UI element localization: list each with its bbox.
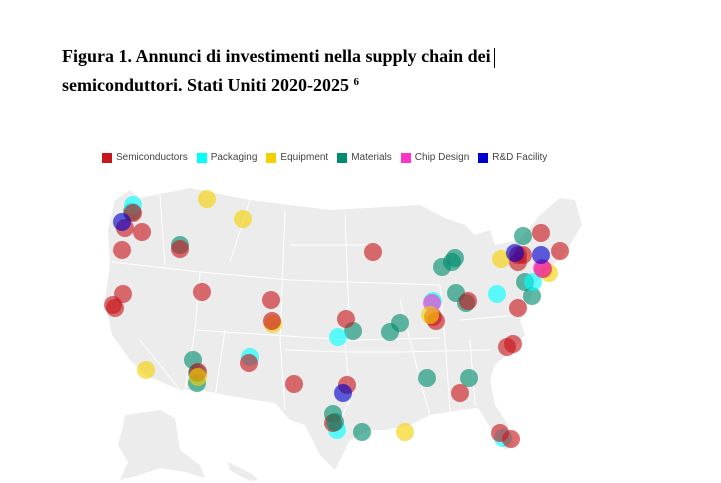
marker-semiconductors: [263, 312, 281, 330]
legend-item-chip-design: Chip Design: [400, 152, 470, 163]
marker-materials: [326, 413, 344, 431]
legend-item-packaging: Packaging: [196, 152, 258, 163]
marker-materials: [514, 227, 532, 245]
legend-label: R&D Facility: [492, 152, 548, 163]
marker-equipment: [396, 423, 414, 441]
legend-swatch: [196, 152, 207, 163]
legend-item-rd-facility: R&D Facility: [478, 152, 547, 163]
marker-equipment: [198, 190, 216, 208]
marker-materials: [460, 369, 478, 387]
marker-semiconductors: [171, 240, 189, 258]
marker-semiconductors: [509, 299, 527, 317]
investment-markers: [104, 190, 569, 448]
map-legend: Semiconductors Packaging Equipment Mater…: [102, 152, 547, 163]
legend-label: Packaging: [210, 152, 258, 163]
marker-equipment: [137, 361, 155, 379]
marker-semiconductors: [459, 292, 477, 310]
marker-semiconductors: [364, 243, 382, 261]
marker-semiconductors: [551, 242, 569, 260]
marker-semiconductors: [133, 223, 151, 241]
legend-swatch: [337, 152, 348, 163]
marker-equipment: [421, 306, 439, 324]
marker-semiconductors: [240, 354, 258, 372]
legend-label: Equipment: [280, 152, 329, 163]
caption-line-2: semiconduttori. Stati Uniti 2020-2025: [62, 75, 349, 95]
caption-line-1: Figura 1. Annunci di investimenti nella …: [62, 46, 491, 66]
legend-swatch: [266, 152, 277, 163]
marker-equipment: [189, 368, 207, 386]
marker-chip-design: [533, 259, 551, 277]
marker-rd-facility: [506, 244, 524, 262]
legend-item-semiconductors: Semiconductors: [102, 152, 188, 163]
legend-swatch: [400, 152, 411, 163]
marker-equipment: [492, 250, 510, 268]
marker-equipment: [234, 210, 252, 228]
footnote-ref: 6: [353, 76, 360, 88]
alaska: [118, 410, 205, 480]
legend-swatch: [478, 152, 489, 163]
marker-semiconductors: [193, 283, 211, 301]
marker-semiconductors: [262, 291, 280, 309]
marker-semiconductors: [532, 224, 550, 242]
marker-semiconductors: [451, 384, 469, 402]
marker-packaging: [524, 273, 542, 291]
figure-caption: Figura 1. Annunci di investimenti nella …: [62, 42, 532, 100]
marker-materials: [443, 253, 461, 271]
legend-swatch: [102, 152, 112, 163]
legend-item-materials: Materials: [337, 152, 392, 163]
legend-item-equipment: Equipment: [266, 152, 328, 163]
marker-rd-facility: [113, 213, 131, 231]
marker-semiconductors: [113, 241, 131, 259]
legend-label: Chip Design: [414, 152, 470, 163]
marker-materials: [418, 369, 436, 387]
marker-semiconductors: [337, 310, 355, 328]
marker-rd-facility: [334, 384, 352, 402]
marker-semiconductors: [502, 430, 520, 448]
marker-semiconductors: [285, 375, 303, 393]
marker-materials: [381, 323, 399, 341]
marker-packaging: [329, 328, 347, 346]
text-cursor: [493, 47, 495, 68]
marker-packaging: [488, 285, 506, 303]
marker-semiconductors: [106, 299, 124, 317]
marker-materials: [353, 423, 371, 441]
legend-label: Materials: [351, 152, 392, 163]
marker-materials: [523, 287, 541, 305]
legend-label: Semiconductors: [116, 152, 188, 163]
marker-rd-facility: [532, 246, 550, 264]
hawaii: [228, 462, 258, 481]
marker-semiconductors: [504, 335, 522, 353]
